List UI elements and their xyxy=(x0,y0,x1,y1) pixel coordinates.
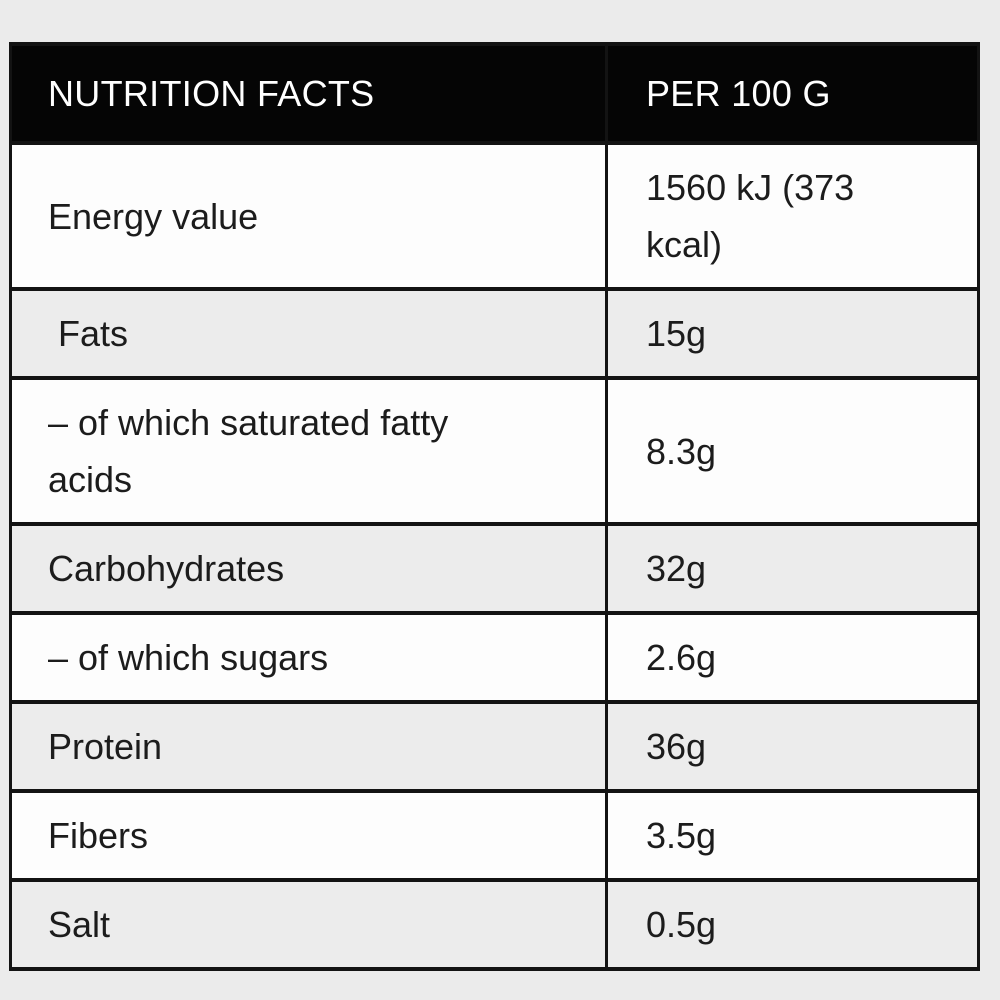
row-value: 2.6g xyxy=(605,611,980,704)
row-label: Energy value xyxy=(9,141,608,291)
row-label: – of which sugars xyxy=(9,611,608,704)
row-value: 1560 kJ (373 kcal) xyxy=(605,141,980,291)
table-header-row: NUTRITION FACTS PER 100 G xyxy=(9,42,980,145)
row-label: Protein xyxy=(9,700,608,793)
row-label: Fibers xyxy=(9,789,608,882)
table-row-sugars: – of which sugars 2.6g xyxy=(9,611,980,704)
table-row-fats: Fats 15g xyxy=(9,287,980,380)
table-row-protein: Protein 36g xyxy=(9,700,980,793)
row-label: Fats xyxy=(9,287,608,380)
row-value: 8.3g xyxy=(605,376,980,526)
table-row-salt: Salt 0.5g xyxy=(9,878,980,971)
row-value: 36g xyxy=(605,700,980,793)
header-nutrition-facts: NUTRITION FACTS xyxy=(9,42,608,145)
header-per-100g: PER 100 G xyxy=(605,42,980,145)
nutrition-facts-table: NUTRITION FACTS PER 100 G Energy value 1… xyxy=(9,42,980,971)
table-row-fibers: Fibers 3.5g xyxy=(9,789,980,882)
table-row-energy: Energy value 1560 kJ (373 kcal) xyxy=(9,141,980,291)
row-value: 32g xyxy=(605,522,980,615)
table-row-carbohydrates: Carbohydrates 32g xyxy=(9,522,980,615)
row-label: Carbohydrates xyxy=(9,522,608,615)
row-value: 3.5g xyxy=(605,789,980,882)
row-label: – of which saturated fatty acids xyxy=(9,376,608,526)
row-value: 0.5g xyxy=(605,878,980,971)
row-label: Salt xyxy=(9,878,608,971)
row-value: 15g xyxy=(605,287,980,380)
table-row-saturated-fatty-acids: – of which saturated fatty acids 8.3g xyxy=(9,376,980,526)
